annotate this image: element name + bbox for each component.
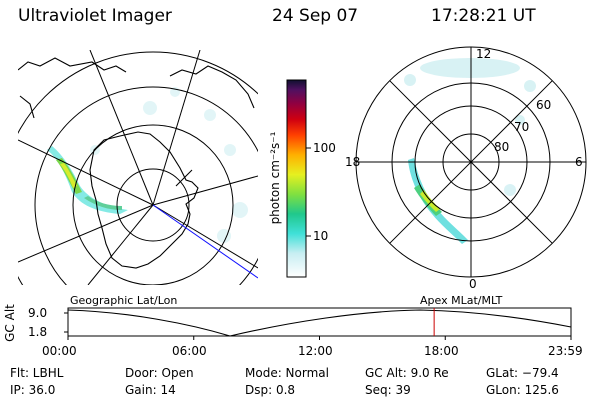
timeline-plot <box>64 307 572 340</box>
status-gc-alt: GC Alt: 9.0 Re <box>365 366 449 380</box>
status-gain: Gain: 14 <box>125 383 176 397</box>
left-map-title: Geographic Lat/Lon <box>70 294 178 307</box>
mlat-label-80: 80 <box>494 140 510 154</box>
mlt-label-12: 12 <box>476 47 492 61</box>
status-ip: IP: 36.0 <box>10 383 56 397</box>
apex-map <box>355 46 587 278</box>
timeline-ytick-low: 1.8 <box>28 325 48 339</box>
altitude-curve <box>67 309 572 337</box>
timeline-xtick-1800: 18:00 <box>424 344 459 358</box>
status-seq: Seq: 39 <box>365 383 411 397</box>
time-label: 17:28:21 UT <box>431 6 536 26</box>
status-glon: GLon: 125.6 <box>486 383 559 397</box>
mlat-label-60: 60 <box>536 98 552 112</box>
mlt-label-18: 18 <box>345 155 361 169</box>
colorbar-unit-label: photon cm⁻²s⁻¹ <box>268 131 282 225</box>
timeline-xtick-0600: 06:00 <box>172 344 207 358</box>
status-dsp: Dsp: 0.8 <box>245 383 296 397</box>
status-glat: GLat: −79.4 <box>486 366 559 380</box>
colorbar-tick-10: 10 <box>313 229 329 243</box>
mlt-label-6: 6 <box>575 155 583 169</box>
timeline-ytick-high: 9.0 <box>28 306 48 320</box>
status-filter: Flt: LBHL <box>10 366 64 380</box>
instrument-title: Ultraviolet Imager <box>18 6 172 26</box>
timeline-xtick-0000: 00:00 <box>42 344 77 358</box>
colorbar-tick-100: 100 <box>313 141 336 155</box>
geographic-map <box>18 50 258 285</box>
timeline-axis-label: GC Alt <box>3 304 17 342</box>
date-label: 24 Sep 07 <box>272 6 359 26</box>
status-mode: Mode: Normal <box>245 366 329 380</box>
right-map-title: Apex MLat/MLT <box>420 294 503 307</box>
colorbar <box>286 79 311 278</box>
timeline-xtick-2359: 23:59 <box>548 344 583 358</box>
mlat-label-70: 70 <box>514 120 530 134</box>
mlt-label-0: 0 <box>469 277 477 291</box>
timeline-xtick-1200: 12:00 <box>298 344 333 358</box>
status-door: Door: Open <box>125 366 194 380</box>
